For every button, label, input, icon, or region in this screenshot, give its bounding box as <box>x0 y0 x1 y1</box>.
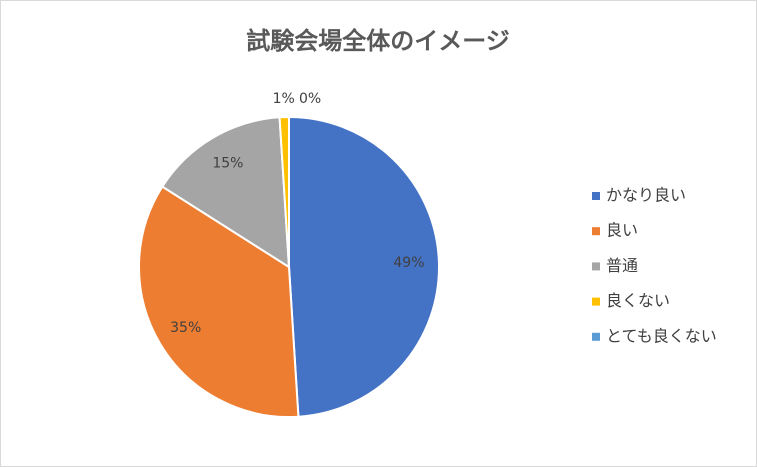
data-label: 1% <box>273 91 295 107</box>
legend-marker <box>592 297 600 306</box>
chart-title: 試験会場全体のイメージ <box>246 27 510 55</box>
data-label: 49% <box>393 255 424 271</box>
legend-label: 良くない <box>606 291 670 310</box>
legend-label: 良い <box>606 221 638 240</box>
legend-label: とても良くない <box>606 326 717 345</box>
legend-marker <box>592 227 600 236</box>
legend-marker <box>592 332 600 341</box>
pie-slice <box>160 116 291 269</box>
legend-marker <box>592 192 600 200</box>
legend-label: かなり良い <box>606 186 686 205</box>
data-label: 15% <box>212 156 243 172</box>
data-label: 35% <box>170 320 201 336</box>
legend-label: 普通 <box>606 256 638 275</box>
legend-marker <box>592 262 600 271</box>
pie-slice <box>288 115 440 418</box>
data-label: 0% <box>299 91 321 107</box>
pie-slice <box>138 185 300 418</box>
